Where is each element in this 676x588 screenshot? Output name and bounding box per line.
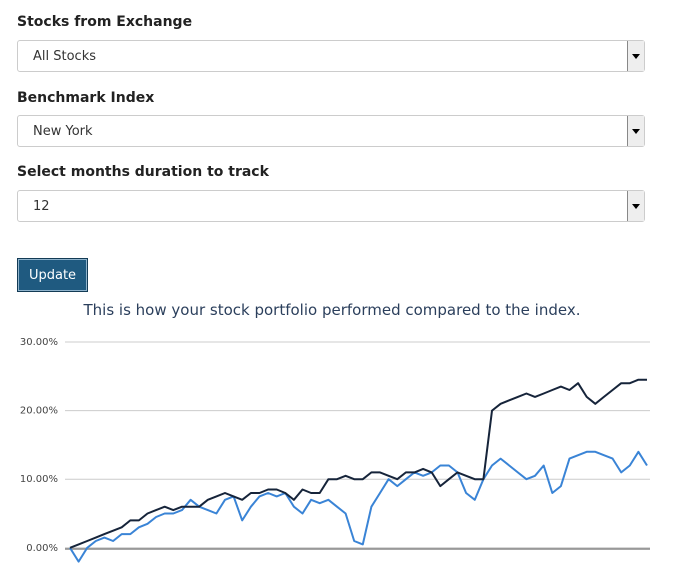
select-value: New York [33, 124, 93, 139]
dropdown-arrow [627, 191, 644, 221]
select-value: 12 [33, 199, 50, 214]
series-line [69, 450, 648, 563]
select[interactable]: All Stocks [17, 40, 645, 72]
dropdown-arrow [627, 41, 644, 71]
field-label: Stocks from Exchange [17, 14, 193, 30]
chart: 0.00% 10.00% 20.00% 30.00% [20, 337, 650, 563]
field-label: Select months duration to track [17, 164, 269, 180]
field-label: Benchmark Index [17, 90, 155, 106]
update-button[interactable]: Update [17, 258, 88, 292]
caption: This is how your stock portfolio perform… [83, 301, 581, 319]
y-tick-label: 10.00% [20, 474, 58, 485]
dropdown-arrow [627, 116, 644, 146]
select[interactable]: 12 [17, 190, 645, 222]
y-tick-label: 20.00% [20, 406, 58, 417]
select-value: All Stocks [33, 49, 97, 64]
select[interactable]: New York [17, 115, 645, 147]
y-tick-label: 30.00% [20, 337, 58, 348]
y-tick-label: 0.00% [26, 543, 58, 554]
series-line [69, 378, 647, 549]
